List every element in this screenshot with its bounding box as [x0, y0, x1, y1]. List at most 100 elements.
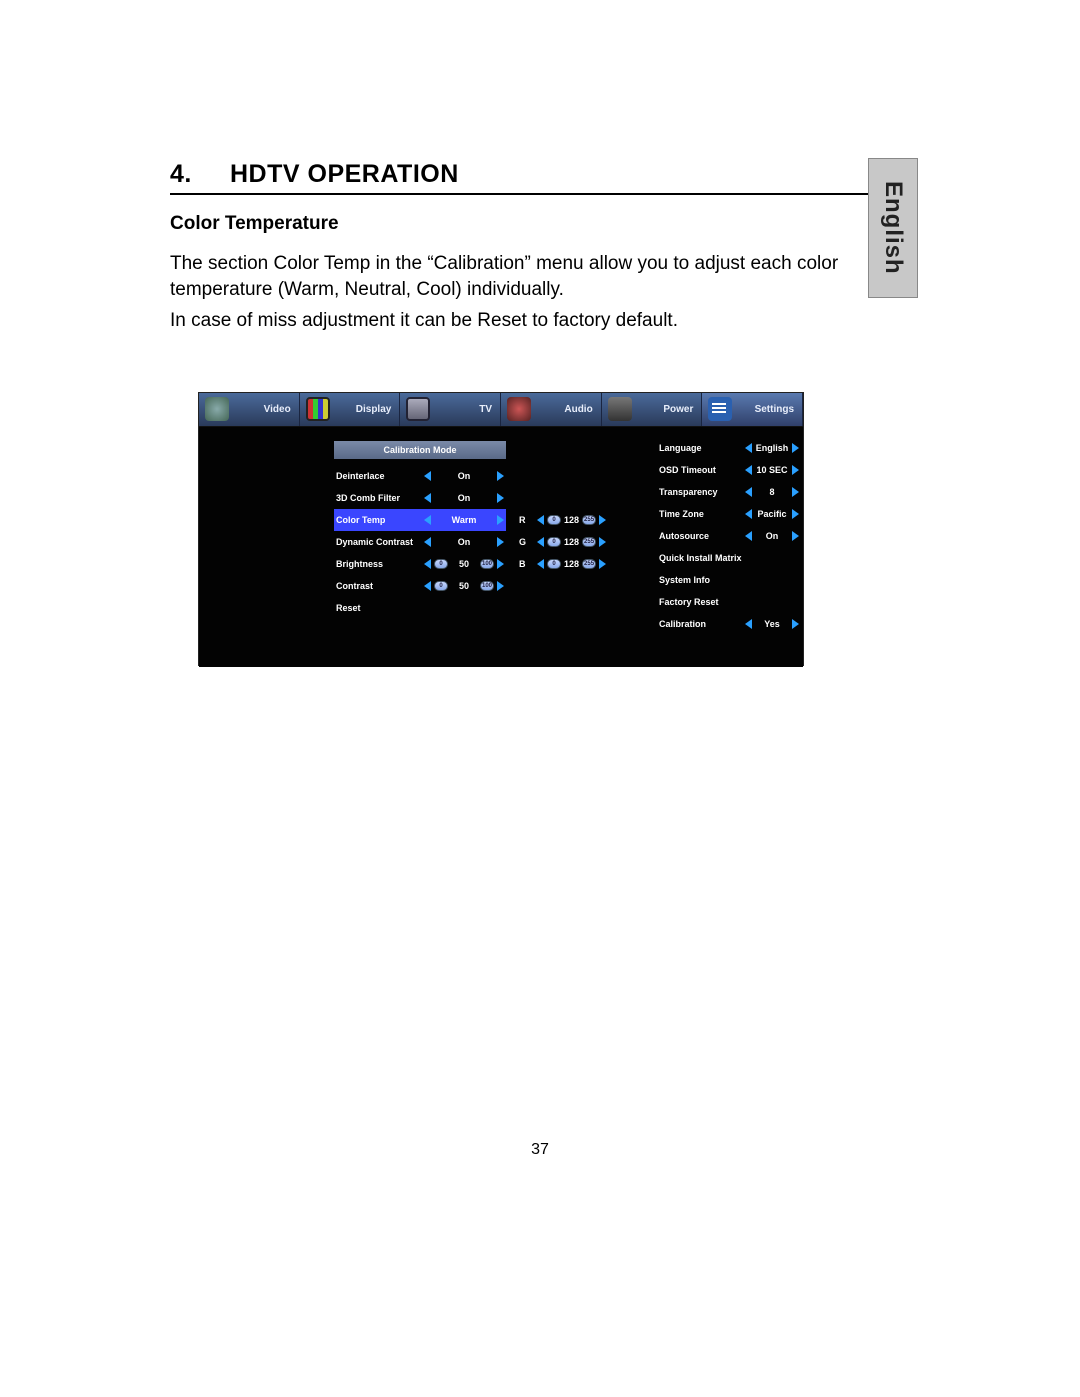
osd-tab-label: Video [264, 404, 291, 415]
settings-row-autosource[interactable]: AutosourceOn [659, 525, 799, 547]
arrow-right-icon[interactable] [792, 619, 799, 629]
settings-row-osd-timeout[interactable]: OSD Timeout 10 SEC [659, 459, 799, 481]
page-number: 37 [0, 1141, 1080, 1159]
arrow-left-icon[interactable] [745, 487, 752, 497]
slider-min: 0 [547, 515, 561, 525]
settings-row-system-info[interactable]: System Info [659, 569, 799, 591]
osd-tab-power[interactable]: Power [602, 393, 703, 426]
value: On [766, 531, 779, 541]
settings-icon [708, 397, 732, 421]
arrow-left-icon[interactable] [424, 471, 431, 481]
calibration-row-dynamic-contrast[interactable]: Dynamic ContrastOn [334, 531, 506, 553]
arrow-right-icon[interactable] [497, 515, 504, 525]
osd-tab-settings[interactable]: Settings [702, 393, 803, 426]
video-icon [205, 397, 229, 421]
arrow-right-icon[interactable] [792, 531, 799, 541]
row-label: Deinterlace [334, 471, 422, 481]
row-label: Factory Reset [659, 597, 745, 607]
arrow-left-icon[interactable] [424, 559, 431, 569]
arrow-right-icon[interactable] [497, 537, 504, 547]
paragraph-2: In case of miss adjustment it can be Res… [170, 308, 910, 334]
row-label: OSD Timeout [659, 465, 745, 475]
tv-icon [406, 397, 430, 421]
arrow-left-icon[interactable] [745, 465, 752, 475]
arrow-right-icon[interactable] [599, 515, 606, 525]
calibration-column: Deinterlace On 3D Comb Filter On Color TempW… [334, 465, 506, 619]
row-label: System Info [659, 575, 745, 585]
calibration-row-color-temp[interactable]: Color TempWarm [334, 509, 506, 531]
arrow-right-icon[interactable] [497, 581, 504, 591]
row-label: Brightness [334, 559, 422, 569]
value: 128 [564, 515, 579, 525]
settings-row-factory-reset[interactable]: Factory Reset [659, 591, 799, 613]
settings-row-language[interactable]: LanguageEnglish [659, 437, 799, 459]
settings-row-transparency[interactable]: Transparency8 [659, 481, 799, 503]
arrow-right-icon[interactable] [792, 487, 799, 497]
value: Pacific [757, 509, 786, 519]
arrow-right-icon[interactable] [792, 443, 799, 453]
calibration-row-3d-comb-filter[interactable]: 3D Comb Filter On [334, 487, 506, 509]
slider-max: 100 [480, 581, 494, 591]
calibration-row-brightness[interactable]: Brightness050100 [334, 553, 506, 575]
rgb-row-r[interactable]: R0128255 [519, 509, 637, 531]
power-icon [608, 397, 632, 421]
settings-row-calibration[interactable]: CalibrationYes [659, 613, 799, 635]
rgb-row-g[interactable]: G0128255 [519, 531, 637, 553]
row-label: Quick Install Matrix [659, 553, 745, 563]
arrow-right-icon[interactable] [599, 559, 606, 569]
arrow-left-icon[interactable] [424, 493, 431, 503]
calibration-row-deinterlace[interactable]: Deinterlace On [334, 465, 506, 487]
slider-min: 0 [547, 559, 561, 569]
osd-tab-video[interactable]: Video [199, 393, 300, 426]
arrow-left-icon[interactable] [537, 559, 544, 569]
arrow-left-icon[interactable] [424, 515, 431, 525]
osd-body: Calibration Mode DeinterlaceOn3D Comb Fi… [199, 427, 803, 667]
audio-icon [507, 397, 531, 421]
osd-tab-label: Audio [564, 404, 592, 415]
value: 128 [564, 559, 579, 569]
arrow-left-icon[interactable] [537, 537, 544, 547]
value: On [458, 471, 471, 481]
settings-row-time-zone[interactable]: Time Zone Pacific [659, 503, 799, 525]
arrow-right-icon[interactable] [497, 471, 504, 481]
osd-tab-tv[interactable]: TV [400, 393, 501, 426]
osd-tab-audio[interactable]: Audio [501, 393, 602, 426]
osd-tab-bar: Video Display TV Audio Power Settings [199, 393, 803, 427]
arrow-left-icon[interactable] [745, 531, 752, 541]
slider-max: 255 [582, 537, 596, 547]
arrow-left-icon[interactable] [537, 515, 544, 525]
arrow-left-icon[interactable] [745, 619, 752, 629]
calibration-row-contrast[interactable]: Contrast050100 [334, 575, 506, 597]
arrow-left-icon[interactable] [745, 509, 752, 519]
arrow-left-icon[interactable] [424, 537, 431, 547]
section-heading: 4.HDTV OPERATION [170, 160, 910, 195]
value: 10 SEC [756, 465, 787, 475]
language-tab-label: English [879, 181, 907, 275]
osd-tab-label: Power [663, 404, 693, 415]
rgb-row-b[interactable]: B0128255 [519, 553, 637, 575]
row-label: Calibration [659, 619, 745, 629]
rgb-column: R0128255G0128255B0128255 [519, 509, 637, 575]
row-label: 3D Comb Filter [334, 493, 422, 503]
slider-max: 100 [480, 559, 494, 569]
arrow-right-icon[interactable] [792, 465, 799, 475]
calibration-row-reset[interactable]: Reset [334, 597, 506, 619]
calibration-header: Calibration Mode [334, 441, 506, 459]
arrow-left-icon[interactable] [745, 443, 752, 453]
value: On [458, 493, 471, 503]
arrow-right-icon[interactable] [599, 537, 606, 547]
settings-row-quick-install-matrix[interactable]: Quick Install Matrix [659, 547, 799, 569]
slider-min: 0 [547, 537, 561, 547]
value: 8 [769, 487, 774, 497]
channel-label: R [519, 515, 531, 525]
arrow-right-icon[interactable] [497, 493, 504, 503]
section-title: HDTV OPERATION [230, 160, 459, 188]
arrow-right-icon[interactable] [792, 509, 799, 519]
value: Warm [452, 515, 477, 525]
row-label: Dynamic Contrast [334, 537, 422, 547]
osd-tab-display[interactable]: Display [300, 393, 401, 426]
arrow-left-icon[interactable] [424, 581, 431, 591]
row-label: Time Zone [659, 509, 745, 519]
osd-tab-label: TV [479, 404, 492, 415]
arrow-right-icon[interactable] [497, 559, 504, 569]
